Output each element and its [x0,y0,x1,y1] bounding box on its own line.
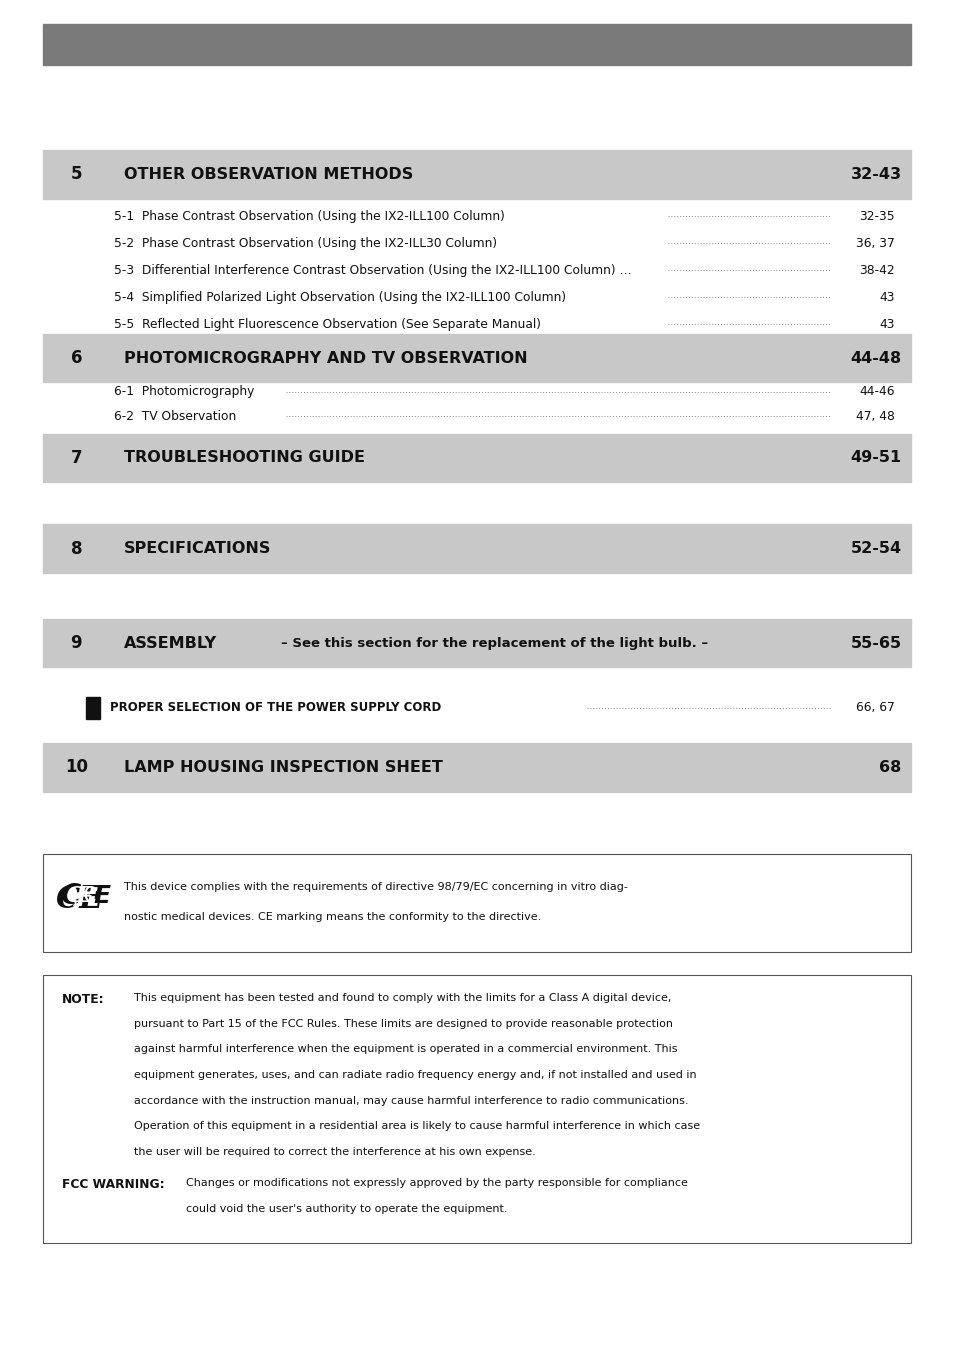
Text: 10: 10 [65,758,88,777]
Text: 6: 6 [71,349,82,367]
Bar [43,24,910,65]
Text: 43: 43 [879,290,894,304]
Text: 9: 9 [71,634,82,653]
Text: 5-5  Reflected Light Fluorescence Observation (See Separate Manual): 5-5 Reflected Light Fluorescence Observa… [114,317,541,331]
Bar [43,434,910,482]
Text: 44-46: 44-46 [859,385,894,399]
Text: ASSEMBLY: ASSEMBLY [124,635,217,651]
Text: 8: 8 [71,539,82,558]
Text: against harmful interference when the equipment is operated in a commercial envi: against harmful interference when the eq… [133,1044,677,1054]
Text: the user will be required to correct the interference at his own expense.: the user will be required to correct the… [133,1147,535,1156]
Text: PHOTOMICROGRAPHY AND TV OBSERVATION: PHOTOMICROGRAPHY AND TV OBSERVATION [124,350,527,366]
Text: nostic medical devices. CE marking means the conformity to the directive.: nostic medical devices. CE marking means… [124,912,540,921]
Bar [43,524,910,573]
Text: 44-48: 44-48 [849,350,901,366]
Text: – See this section for the replacement of the light bulb. –: – See this section for the replacement o… [281,636,708,650]
Bar [43,975,910,1243]
Text: C: C [61,882,81,911]
Text: NOTE:: NOTE: [62,993,105,1006]
Bar [43,743,910,792]
Text: CE: CE [55,884,103,915]
Text: E: E [93,885,111,908]
Text: FCC WARNING:: FCC WARNING: [62,1178,165,1192]
Bar [43,619,910,667]
Text: 6-1  Photomicrography: 6-1 Photomicrography [114,385,254,399]
Text: 38-42: 38-42 [859,263,894,277]
Text: 52-54: 52-54 [849,540,901,557]
Text: pursuant to Part 15 of the FCC Rules. These limits are designed to provide reaso: pursuant to Part 15 of the FCC Rules. Th… [133,1019,672,1028]
Text: 5-4  Simplified Polarized Light Observation (Using the IX2-ILL100 Column): 5-4 Simplified Polarized Light Observati… [114,290,566,304]
Bar [43,150,910,199]
Bar [86,697,100,719]
Text: 32-43: 32-43 [849,166,901,182]
Text: 55-65: 55-65 [849,635,901,651]
Text: This equipment has been tested and found to comply with the limits for a Class A: This equipment has been tested and found… [133,993,670,1002]
Text: accordance with the instruction manual, may cause harmful interference to radio : accordance with the instruction manual, … [133,1096,687,1105]
Text: This device complies with the requirements of directive 98/79/EC concerning in v: This device complies with the requiremen… [124,882,627,892]
Text: SPECIFICATIONS: SPECIFICATIONS [124,540,271,557]
Text: 32-35: 32-35 [859,209,894,223]
Text: 49-51: 49-51 [849,450,901,466]
Text: ςE: ςE [66,886,92,907]
Text: OTHER OBSERVATION METHODS: OTHER OBSERVATION METHODS [124,166,413,182]
Text: 66, 67: 66, 67 [855,701,894,715]
Text: could void the user's authority to operate the equipment.: could void the user's authority to opera… [186,1204,507,1213]
Text: equipment generates, uses, and can radiate radio frequency energy and, if not in: equipment generates, uses, and can radia… [133,1070,696,1079]
Text: 6-2  TV Observation: 6-2 TV Observation [114,409,236,423]
Text: 5-1  Phase Contrast Observation (Using the IX2-ILL100 Column): 5-1 Phase Contrast Observation (Using th… [114,209,505,223]
Text: 5-3  Differential Interference Contrast Observation (Using the IX2-ILL100 Column: 5-3 Differential Interference Contrast O… [114,263,639,277]
Text: LAMP HOUSING INSPECTION SHEET: LAMP HOUSING INSPECTION SHEET [124,759,442,775]
Text: Operation of this equipment in a residential area is likely to cause harmful int: Operation of this equipment in a residen… [133,1121,699,1131]
Text: PROPER SELECTION OF THE POWER SUPPLY CORD: PROPER SELECTION OF THE POWER SUPPLY COR… [110,701,440,715]
Text: 5-2  Phase Contrast Observation (Using the IX2-ILL30 Column): 5-2 Phase Contrast Observation (Using th… [114,236,497,250]
Bar [43,334,910,382]
Bar [43,854,910,952]
Text: TROUBLESHOOTING GUIDE: TROUBLESHOOTING GUIDE [124,450,365,466]
Text: 47, 48: 47, 48 [855,409,894,423]
Text: 5: 5 [71,165,82,184]
Text: 68: 68 [879,759,901,775]
Text: 7: 7 [71,449,82,467]
Text: Changes or modifications not expressly approved by the party responsible for com: Changes or modifications not expressly a… [186,1178,687,1188]
Text: 43: 43 [879,317,894,331]
Text: 36, 37: 36, 37 [855,236,894,250]
Text: C€: C€ [68,886,98,907]
